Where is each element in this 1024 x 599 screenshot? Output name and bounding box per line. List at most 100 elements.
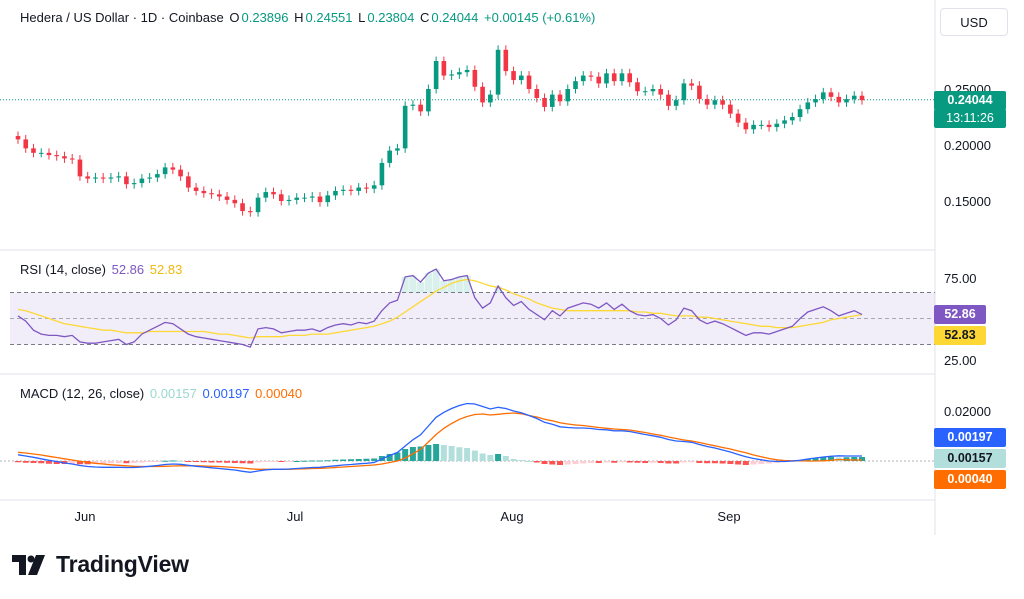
candle-body	[155, 174, 160, 178]
macd-histogram-bar	[224, 461, 231, 463]
macd-histogram-bar	[557, 461, 564, 465]
candle-body	[325, 195, 331, 203]
macd-title[interactable]: MACD (12, 26, close)	[20, 386, 145, 401]
macd-histogram-bar	[162, 460, 169, 462]
macd-histogram-bar	[131, 461, 138, 463]
candle-body	[410, 104, 416, 106]
candle-body	[519, 75, 524, 81]
rsi-overbought-fill	[463, 275, 471, 293]
candle-body	[464, 69, 470, 73]
candle-body	[480, 86, 485, 103]
rsi-overbought-fill	[448, 279, 456, 293]
currency-button[interactable]: USD	[940, 8, 1008, 36]
chart-area[interactable]	[0, 0, 1024, 535]
signal-line	[17, 412, 862, 470]
rsi-badge: 52.86	[934, 305, 986, 324]
macd-histogram-bar	[185, 461, 192, 462]
candle-body	[449, 74, 454, 76]
macd-histogram-bar	[216, 461, 223, 463]
macd-histogram-bar	[820, 457, 827, 461]
candle-body	[131, 183, 137, 185]
candle-body	[441, 61, 447, 76]
candle-body	[627, 73, 633, 83]
candle-body	[704, 99, 710, 105]
candle-body	[46, 152, 52, 156]
candle-body	[294, 197, 300, 200]
macd-histogram-bar	[53, 461, 60, 464]
low-label: L	[358, 10, 366, 25]
macd-histogram-bar	[456, 447, 463, 461]
rsi-line	[17, 268, 863, 348]
candle-body	[844, 99, 849, 103]
macd-histogram-bar	[293, 461, 300, 462]
rsi-overbought-fill	[494, 286, 502, 293]
macd-histogram-bar	[371, 458, 378, 461]
candle-body	[828, 92, 834, 97]
rsi-ma-legend-value: 52.83	[149, 262, 183, 277]
macd-histogram-bar	[324, 460, 331, 462]
macd-histogram-bar	[200, 461, 207, 463]
candle-body	[549, 94, 555, 107]
macd-histogram-bar	[169, 460, 176, 462]
macd-histogram-bar	[255, 461, 262, 463]
macd-histogram-bar	[100, 461, 107, 464]
candle-body	[402, 105, 408, 149]
rsi-overbought-fill	[432, 269, 440, 293]
macd-histogram-bar	[425, 445, 432, 461]
rsi-title[interactable]: RSI (14, close)	[20, 262, 106, 277]
macd-histogram-bar	[541, 461, 548, 464]
candle-body	[743, 122, 749, 130]
candle-body	[697, 85, 702, 100]
macd-histogram-bar	[533, 461, 540, 463]
candle-body	[317, 196, 323, 203]
macd-histogram-bar	[92, 461, 99, 464]
tradingview-logo[interactable]: TradingView	[12, 551, 189, 578]
macd-histogram-bar	[262, 461, 269, 462]
macd-histogram-bar	[665, 461, 672, 464]
macd-histogram-bar	[510, 459, 517, 461]
high-label: H	[294, 10, 304, 25]
candle-body	[186, 176, 191, 188]
macd-histogram-bar	[828, 457, 835, 461]
candle-body	[147, 177, 152, 179]
macd-histogram-bar	[347, 459, 354, 461]
rsi-overbought-fill	[455, 276, 463, 293]
macd-tick: 0.02000	[944, 404, 991, 419]
candle-body	[658, 89, 663, 95]
macd-histogram-bar	[278, 461, 285, 462]
rsi-ma-line	[17, 278, 863, 339]
candle-body	[851, 95, 857, 100]
macd-histogram-bar	[123, 461, 130, 464]
candle-body	[673, 100, 679, 106]
macd-histogram-bar	[719, 461, 726, 464]
candle-body	[712, 100, 718, 105]
macd-histogram-bar	[766, 461, 773, 464]
macd-histogram-bar	[657, 461, 664, 463]
macd-histogram-bar	[448, 446, 455, 461]
candle-body	[611, 73, 617, 82]
low-value: 0.23804	[367, 10, 415, 25]
symbol-title[interactable]: Hedera / US Dollar · 1D · Coinbase	[20, 10, 224, 25]
macd-histogram-bar	[239, 461, 246, 464]
candle-body	[201, 190, 207, 194]
candle-body	[472, 69, 478, 87]
candle-body	[836, 96, 842, 103]
chart-canvas[interactable]	[0, 0, 1024, 535]
candle-body	[426, 89, 431, 112]
candle-body	[240, 203, 245, 212]
candle-body	[232, 199, 238, 204]
candle-body	[77, 159, 83, 177]
rsi-overbought-fill	[424, 273, 432, 293]
high-value: 0.24551	[305, 10, 353, 25]
candle-body	[820, 92, 826, 100]
macd-histogram-bar	[549, 461, 556, 465]
candle-body	[139, 178, 145, 184]
macd-histogram-bar	[22, 461, 29, 463]
candle-body	[774, 123, 780, 128]
macd-histogram-bar	[417, 446, 424, 461]
rsi-legend: RSI (14, close) 52.86 52.83	[20, 262, 184, 277]
macd-histogram-bar	[146, 461, 153, 462]
candle-body	[100, 177, 106, 179]
macd-histogram-bar	[386, 454, 393, 461]
last-price-badge: 0.24044	[934, 91, 1006, 110]
